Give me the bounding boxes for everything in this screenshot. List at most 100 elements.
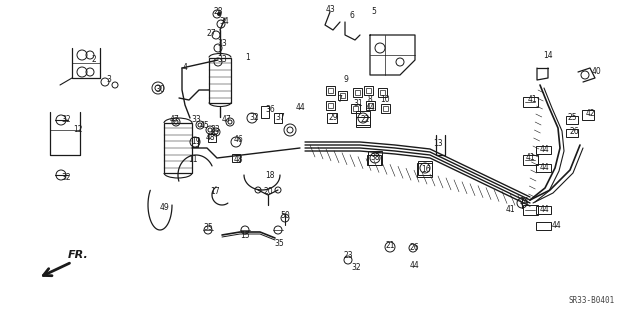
Bar <box>339 93 344 98</box>
Bar <box>536 206 550 214</box>
Text: 32: 32 <box>351 263 361 272</box>
Text: 3: 3 <box>107 76 111 85</box>
Text: 50: 50 <box>280 211 290 220</box>
Text: 27: 27 <box>206 28 216 38</box>
Text: 26: 26 <box>569 128 579 137</box>
Text: 25: 25 <box>567 114 577 122</box>
Text: 44: 44 <box>552 221 562 231</box>
Text: 6: 6 <box>349 11 355 19</box>
Text: 29: 29 <box>328 114 338 122</box>
Bar <box>380 90 385 94</box>
Bar <box>328 102 333 108</box>
Bar <box>536 164 550 172</box>
Circle shape <box>217 12 221 16</box>
Text: 38: 38 <box>370 153 380 162</box>
Text: 19: 19 <box>191 137 201 146</box>
Bar <box>327 113 337 123</box>
Text: 24: 24 <box>519 197 529 206</box>
Bar <box>536 146 550 154</box>
Text: 46: 46 <box>233 136 243 145</box>
Text: 40: 40 <box>592 68 602 77</box>
Bar <box>418 161 432 175</box>
Bar <box>365 87 371 93</box>
Text: 20: 20 <box>263 188 273 197</box>
Bar <box>351 103 360 113</box>
Text: 35: 35 <box>274 240 284 249</box>
Bar <box>353 87 362 97</box>
Text: 11: 11 <box>188 155 198 165</box>
Text: 44: 44 <box>365 103 375 113</box>
Bar <box>522 155 538 165</box>
Text: 28: 28 <box>213 8 223 17</box>
Text: 14: 14 <box>543 50 553 60</box>
Text: 4: 4 <box>182 63 188 72</box>
Text: 23: 23 <box>343 251 353 261</box>
Bar <box>274 113 282 123</box>
Bar <box>208 134 216 142</box>
Text: 45: 45 <box>200 121 210 130</box>
Text: 48: 48 <box>205 133 215 143</box>
Text: 18: 18 <box>265 170 275 180</box>
Text: 10: 10 <box>380 95 390 105</box>
Text: 26: 26 <box>409 243 419 253</box>
Text: 8: 8 <box>367 95 372 105</box>
Bar <box>536 222 550 230</box>
Bar <box>367 102 372 108</box>
Bar <box>381 103 390 113</box>
Bar <box>522 97 538 107</box>
Bar <box>326 100 335 109</box>
Bar <box>326 85 335 94</box>
Text: FR.: FR. <box>68 250 89 260</box>
Bar <box>209 57 231 102</box>
Text: 47: 47 <box>222 115 232 124</box>
Text: 31: 31 <box>353 100 363 108</box>
Text: 17: 17 <box>210 188 220 197</box>
Bar <box>417 163 431 177</box>
Bar <box>355 90 360 94</box>
Text: 5: 5 <box>372 8 376 17</box>
Bar <box>566 116 578 124</box>
Bar <box>566 129 578 137</box>
Text: 1: 1 <box>246 53 250 62</box>
Bar <box>522 205 538 215</box>
Text: 15: 15 <box>240 232 250 241</box>
Text: 47: 47 <box>170 115 180 124</box>
Bar <box>356 117 370 127</box>
Bar <box>192 137 198 147</box>
Text: 30: 30 <box>155 85 165 94</box>
Text: 9: 9 <box>344 76 348 85</box>
Bar <box>337 91 346 100</box>
Bar <box>383 106 387 110</box>
Text: 7: 7 <box>337 95 342 105</box>
Text: 44: 44 <box>539 145 549 154</box>
Text: 22: 22 <box>360 115 370 124</box>
Bar <box>365 100 374 109</box>
Text: 33: 33 <box>191 115 201 124</box>
Text: 44: 44 <box>539 205 549 214</box>
Text: 37: 37 <box>275 114 285 122</box>
Bar <box>364 85 372 94</box>
Bar <box>378 87 387 97</box>
Text: 41: 41 <box>527 95 537 105</box>
Text: 43: 43 <box>325 5 335 14</box>
Bar <box>164 123 192 173</box>
Text: 32: 32 <box>61 115 71 124</box>
Text: 12: 12 <box>73 125 83 135</box>
Text: 16: 16 <box>421 166 431 174</box>
Text: 44: 44 <box>295 103 305 113</box>
Bar <box>368 151 382 165</box>
Bar <box>232 154 240 162</box>
Text: 35: 35 <box>203 224 213 233</box>
Bar <box>356 111 370 125</box>
Text: 32: 32 <box>61 174 71 182</box>
Text: 33: 33 <box>217 40 227 48</box>
Text: 13: 13 <box>433 138 443 147</box>
Text: 33: 33 <box>210 125 220 135</box>
Bar <box>328 87 333 93</box>
Text: 32: 32 <box>249 114 259 122</box>
Bar <box>367 155 381 165</box>
Text: 33: 33 <box>217 56 227 64</box>
Text: 41: 41 <box>525 153 535 162</box>
Bar <box>582 110 594 120</box>
Text: 49: 49 <box>160 204 170 212</box>
